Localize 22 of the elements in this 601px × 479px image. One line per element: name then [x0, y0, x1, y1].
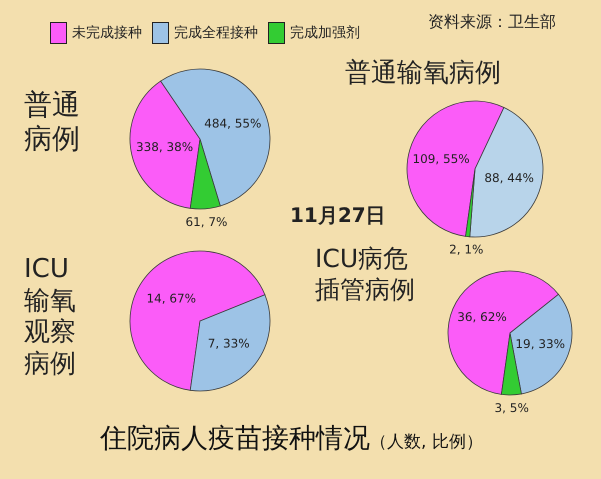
text: 11月27日: [290, 202, 386, 229]
text: 普通病例: [24, 88, 81, 156]
data-label: 484, 55%: [204, 116, 262, 130]
data-label: 2, 1%: [449, 242, 484, 257]
data-label: 88, 44%: [484, 171, 534, 186]
text: （人数, 比例）: [370, 432, 483, 452]
data-label: 19, 33%: [515, 337, 566, 352]
text: 住院病人疫苗接种情况: [100, 423, 370, 454]
data-label: 109, 55%: [412, 152, 470, 166]
chart-title: 普通输氧病例: [345, 58, 502, 90]
legend-label: 未完成接种: [72, 24, 142, 42]
data-label: 61, 7%: [185, 214, 228, 229]
chart-title: ICU病危插管病例: [315, 244, 416, 305]
legend-label: 完成全程接种: [174, 24, 258, 42]
text: 资料来源：卫生部: [428, 12, 556, 33]
legend-label: 完成加强剂: [290, 24, 360, 42]
data-label: 36, 62%: [457, 310, 507, 324]
data-label: 7, 33%: [208, 336, 250, 350]
data-label: 14, 67%: [146, 292, 196, 306]
data-label: 3, 5%: [494, 400, 529, 415]
text: ICU输氧观察病例: [24, 254, 77, 381]
data-label: 338, 38%: [136, 140, 194, 154]
